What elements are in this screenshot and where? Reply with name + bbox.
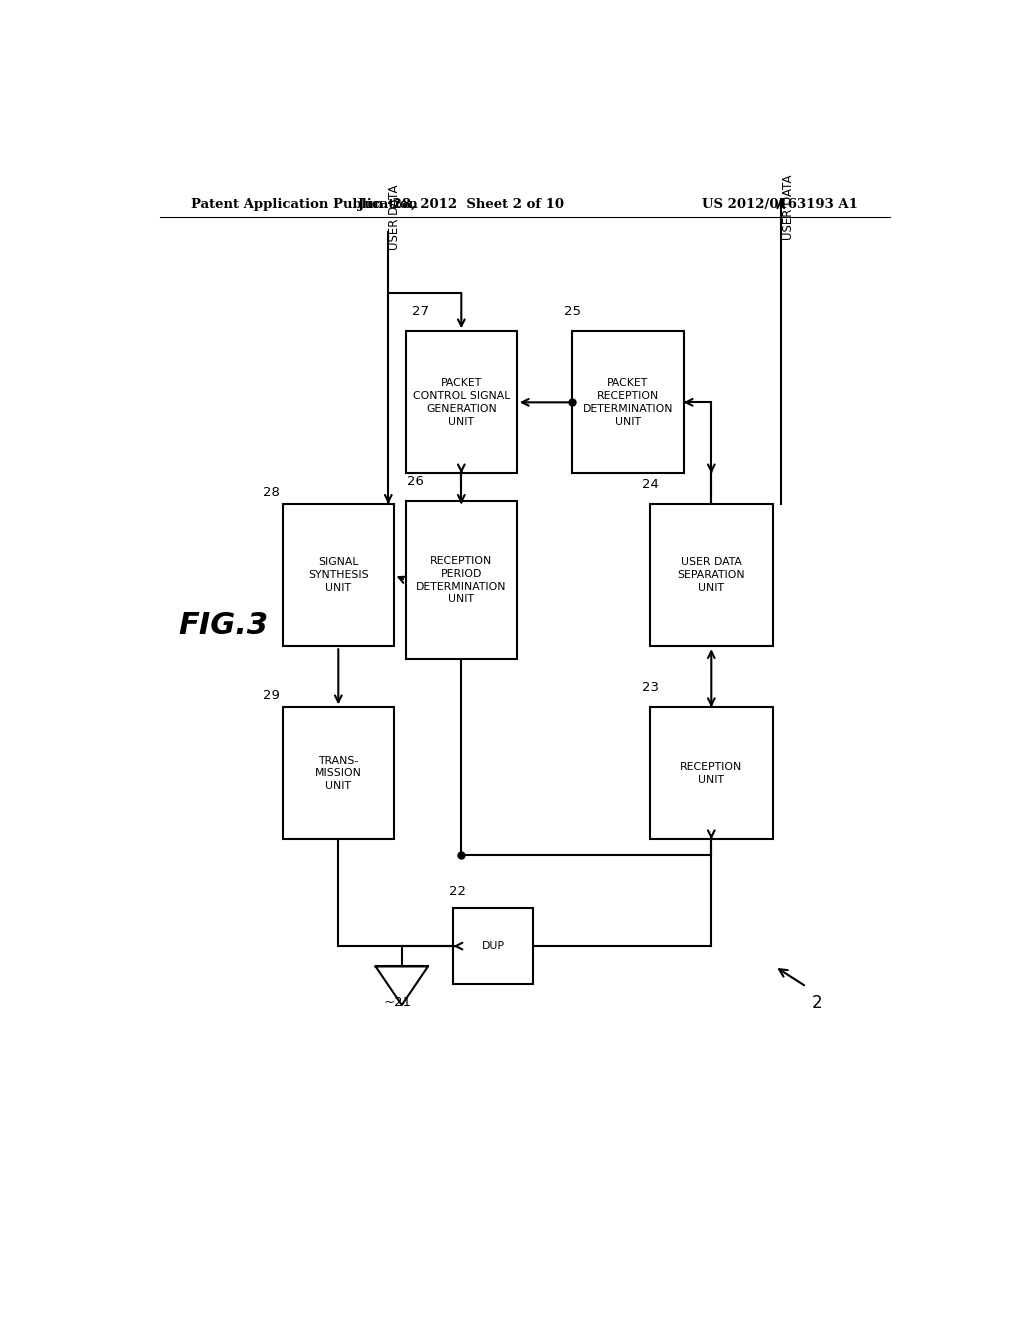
Text: PACKET
CONTROL SIGNAL
GENERATION
UNIT: PACKET CONTROL SIGNAL GENERATION UNIT: [413, 378, 510, 426]
Text: SIGNAL
SYNTHESIS
UNIT: SIGNAL SYNTHESIS UNIT: [308, 557, 369, 593]
Text: 26: 26: [408, 475, 424, 488]
Bar: [283, 504, 394, 647]
Text: USER DATA
SEPARATION
UNIT: USER DATA SEPARATION UNIT: [678, 557, 745, 593]
Text: 29: 29: [263, 689, 280, 702]
Text: USER DATA: USER DATA: [782, 174, 796, 240]
Bar: [406, 331, 517, 474]
Text: 24: 24: [642, 478, 658, 491]
Text: 23: 23: [642, 681, 658, 694]
Text: USER DATA: USER DATA: [388, 185, 401, 249]
Bar: [406, 502, 517, 659]
Bar: [283, 708, 394, 840]
Text: PACKET
RECEPTION
DETERMINATION
UNIT: PACKET RECEPTION DETERMINATION UNIT: [583, 378, 673, 426]
Text: 28: 28: [263, 486, 280, 499]
Text: RECEPTION
PERIOD
DETERMINATION
UNIT: RECEPTION PERIOD DETERMINATION UNIT: [416, 556, 507, 605]
Text: 22: 22: [450, 884, 466, 898]
Text: ~21: ~21: [384, 997, 412, 1008]
Bar: [454, 908, 532, 985]
Text: 2: 2: [812, 994, 822, 1012]
Text: Jun. 28, 2012  Sheet 2 of 10: Jun. 28, 2012 Sheet 2 of 10: [358, 198, 564, 211]
Bar: [572, 331, 684, 474]
Text: 27: 27: [412, 305, 429, 318]
Text: TRANS-
MISSION
UNIT: TRANS- MISSION UNIT: [314, 755, 361, 791]
Text: FIG.3: FIG.3: [178, 611, 268, 640]
Text: 25: 25: [564, 305, 582, 318]
Text: Patent Application Publication: Patent Application Publication: [191, 198, 418, 211]
Text: RECEPTION
UNIT: RECEPTION UNIT: [680, 762, 742, 784]
Text: US 2012/0163193 A1: US 2012/0163193 A1: [702, 198, 858, 211]
Text: DUP: DUP: [481, 941, 505, 952]
Bar: [650, 504, 773, 647]
Bar: [650, 708, 773, 840]
